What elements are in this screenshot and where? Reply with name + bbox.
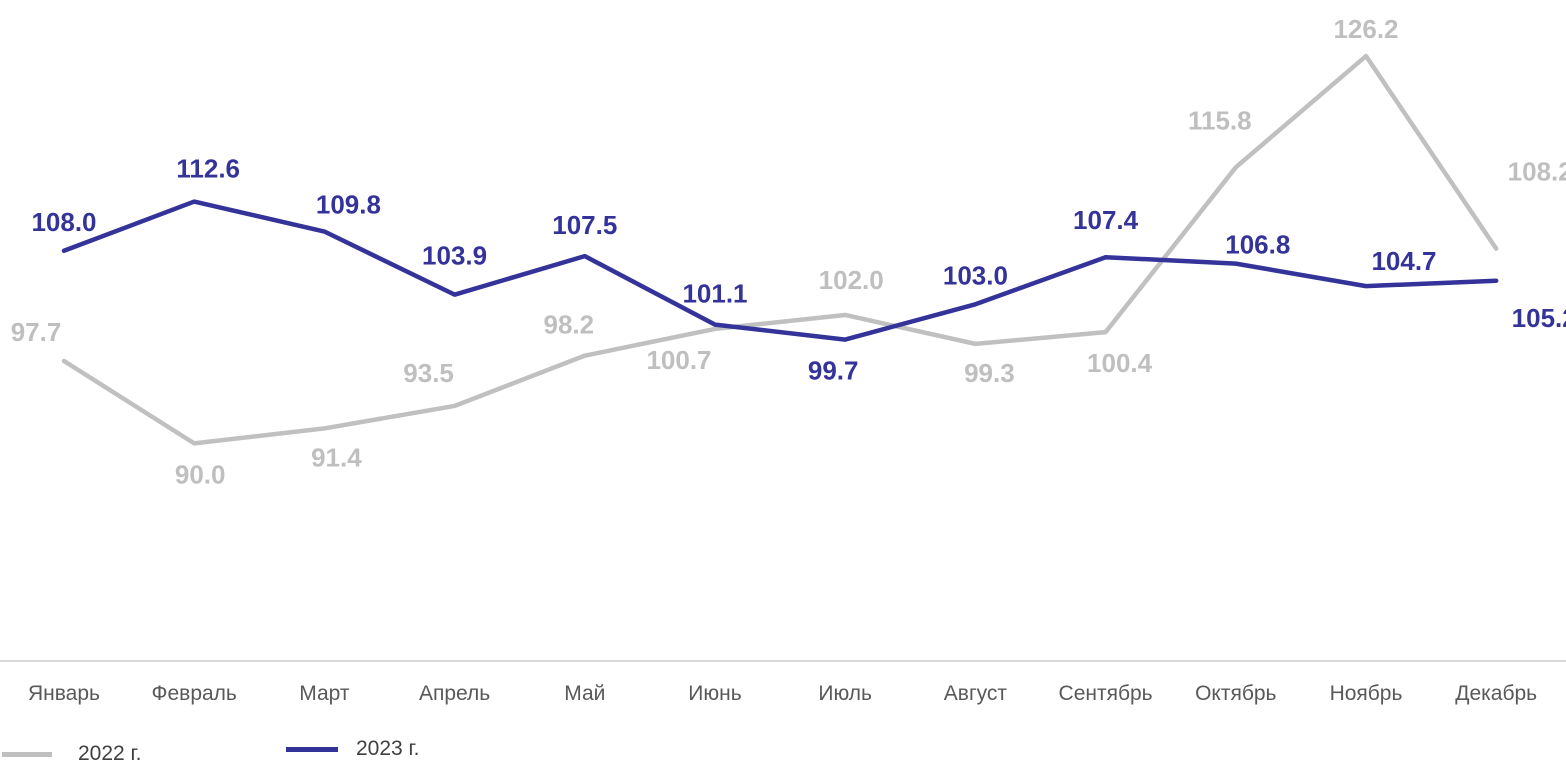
- data-label: 126.2: [1333, 14, 1398, 44]
- legend-item-2023: 2023 г.: [286, 737, 419, 761]
- x-tick-label: Май: [564, 682, 605, 705]
- data-label: 105.2: [1512, 303, 1566, 333]
- legend-item-2022: 2022 г.: [2, 742, 141, 766]
- legend-swatch-2023: [286, 746, 338, 752]
- series-layer: [61, 53, 1499, 446]
- data-label: 97.7: [11, 317, 62, 347]
- data-label: 103.0: [943, 260, 1008, 290]
- data-label-layer: 97.7 90.0 91.4 93.5 98.2 100.7 102.0 99.3 100.4 1…: [11, 14, 1566, 489]
- data-label: 101.1: [682, 279, 747, 309]
- x-tick-label: Январь: [28, 682, 100, 705]
- data-label: 103.9: [422, 241, 487, 271]
- data-label: 115.8: [1188, 105, 1252, 135]
- data-label: 90.0: [175, 459, 226, 489]
- x-tick-label: Сентябрь: [1059, 682, 1153, 705]
- x-tick-label: Август: [944, 682, 1008, 705]
- data-label: 108.0: [31, 207, 96, 237]
- x-tick-label: Декабрь: [1455, 682, 1537, 705]
- series-line-2023: [61, 199, 1499, 342]
- data-label: 112.6: [176, 154, 240, 184]
- data-label: 109.8: [316, 190, 381, 220]
- data-label: 104.7: [1371, 246, 1436, 276]
- data-label: 91.4: [311, 442, 362, 472]
- x-tick-label: Ноябрь: [1330, 682, 1403, 705]
- data-label: 102.0: [819, 265, 884, 295]
- data-label: 100.7: [646, 345, 711, 375]
- x-tick-label: Апрель: [419, 682, 490, 705]
- data-label: 108.2: [1508, 157, 1566, 187]
- x-tick-label: Март: [299, 682, 350, 705]
- data-label: 93.5: [403, 358, 454, 388]
- series-line-2022: [61, 53, 1499, 446]
- x-tick-label: Февраль: [152, 682, 237, 705]
- data-label: 99.7: [808, 356, 859, 386]
- data-label: 107.4: [1073, 205, 1139, 235]
- data-label: 106.8: [1225, 230, 1290, 260]
- legend-label-2022: 2022 г.: [78, 742, 142, 765]
- x-tick-layer: Январь Февраль Март Апрель Май Июнь Июль Август…: [28, 682, 1537, 705]
- x-tick-label: Июль: [818, 682, 872, 705]
- x-tick-label: Октябрь: [1195, 682, 1276, 705]
- legend-label-2023: 2023 г.: [356, 737, 420, 760]
- data-label: 107.5: [552, 210, 617, 240]
- data-label: 100.4: [1087, 348, 1153, 378]
- x-tick-label: Июнь: [688, 682, 741, 705]
- legend-swatch-2022: [2, 751, 52, 757]
- data-label: 99.3: [964, 358, 1015, 388]
- data-label: 98.2: [543, 310, 594, 340]
